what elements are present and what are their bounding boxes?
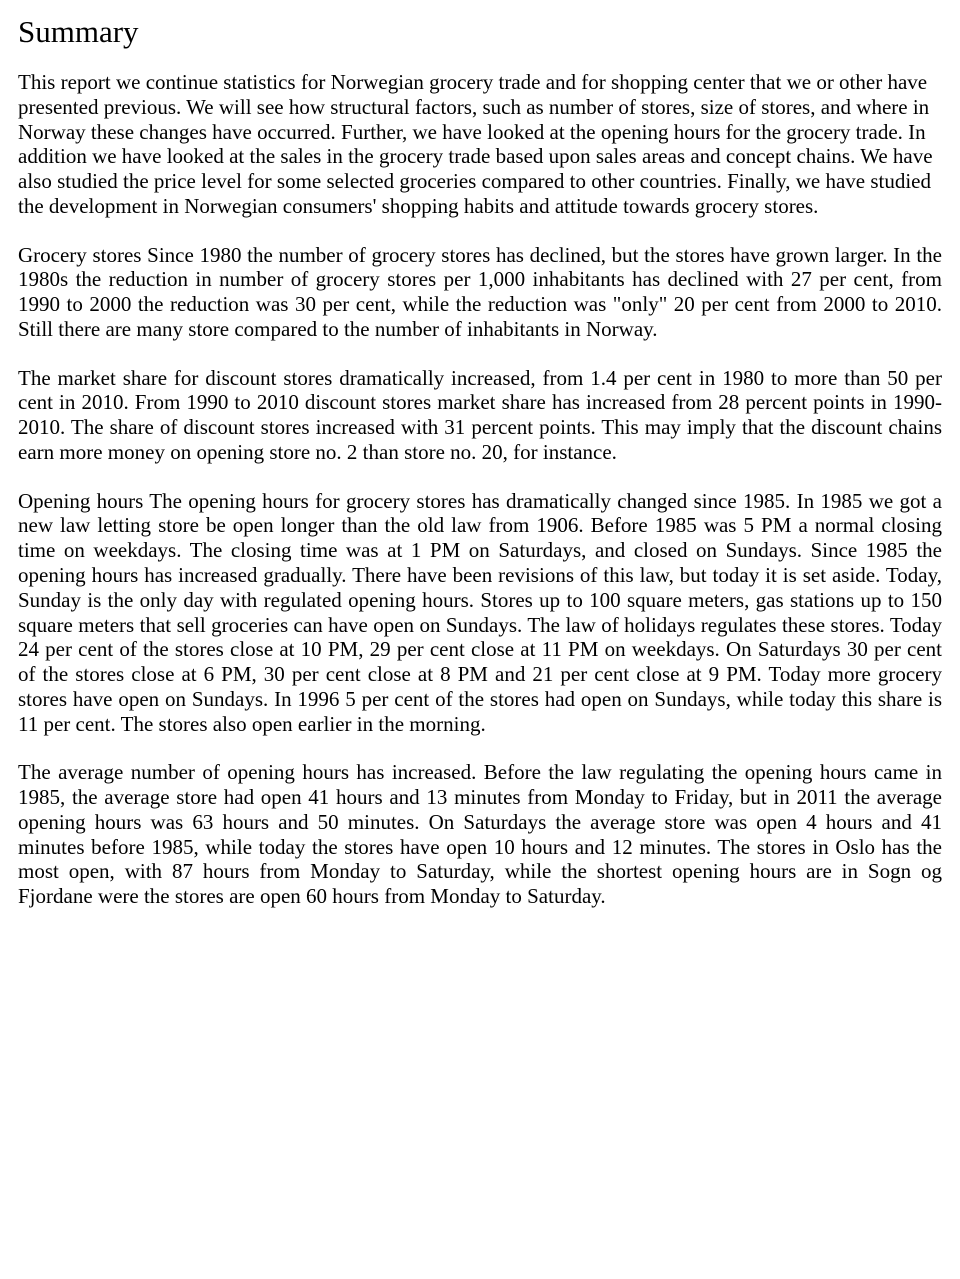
- page-title: Summary: [18, 14, 942, 50]
- paragraph-opening-hours: Opening hours The opening hours for groc…: [18, 489, 942, 737]
- paragraph-market-share: The market share for discount stores dra…: [18, 366, 942, 465]
- paragraph-average-hours: The average number of opening hours has …: [18, 760, 942, 909]
- paragraph-grocery-stores: Grocery stores Since 1980 the number of …: [18, 243, 942, 342]
- paragraph-intro: This report we continue statistics for N…: [18, 70, 942, 219]
